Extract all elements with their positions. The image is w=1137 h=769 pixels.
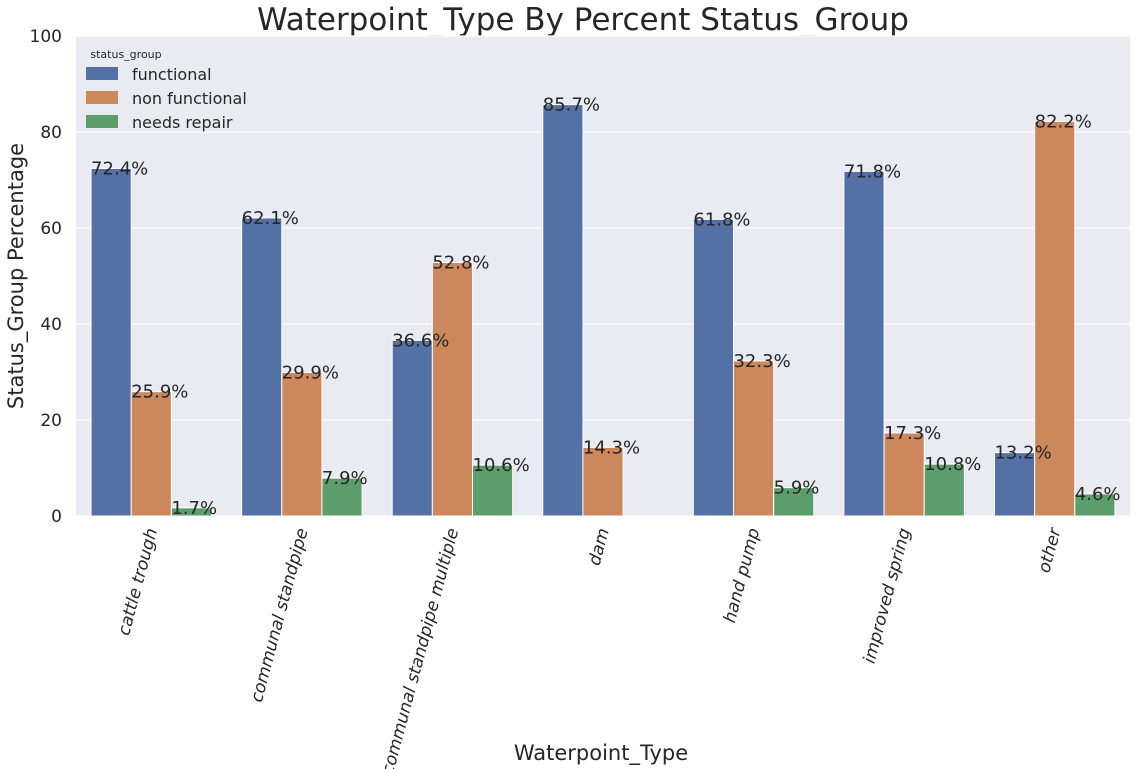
bar-value-label: 62.1% [242,208,299,229]
y-tick-label: 0 [51,507,62,527]
bar-labels: 72.4% 25.9% 1.7% 62.1% 29.9% 7.9% 36.6% 52.8% 10… [91,95,1120,519]
y-tick-label: 20 [40,411,62,431]
bar-value-label: 25.9% [131,382,188,403]
y-tick-label: 40 [40,315,62,335]
legend-swatch [86,67,118,80]
bar-non-functional [582,446,624,517]
bar-needs-repair [170,507,213,517]
chart-title: Waterpoint_Type By Percent Status_Group [257,2,909,38]
bar-value-label: 72.4% [91,158,148,179]
bar-needs-repair [1074,493,1116,517]
y-tick-label: 80 [40,123,62,143]
bar-value-label: 1.7% [171,498,217,519]
bar-non-functional [732,360,775,517]
bar-value-label: 82.2% [1035,111,1092,132]
legend-title: status_group [90,48,161,61]
bar-functional [391,339,433,517]
bar-value-label: 52.8% [432,253,489,274]
bar-value-label: 29.9% [282,362,339,383]
y-axis-ticks: 0 20 40 60 80 100 [30,27,62,527]
bar-functional [241,217,283,517]
x-tick-label: hand pump [720,526,764,625]
x-tick-label: improved spring [860,526,915,666]
bar-functional [542,104,584,517]
y-tick-label: 100 [30,27,62,47]
legend-swatch [86,115,118,128]
bar-value-label: 61.8% [693,209,750,230]
y-axis-label: Status_Group Percentage [4,143,29,409]
bar-value-label: 4.6% [1075,484,1121,505]
bar-non-functional [1034,120,1076,517]
y-tick-label: 60 [40,219,62,239]
x-tick-label: dam [585,526,614,568]
bar-value-label: 14.3% [583,437,640,458]
x-axis-label: Waterpoint_Type [514,741,688,766]
bar-needs-repair [321,477,363,517]
bar-value-label: 85.7% [543,95,600,116]
bar-non-functional [281,371,323,517]
bar-value-label: 5.9% [774,478,820,499]
bar-value-label: 7.9% [322,468,368,489]
legend-entry: functional [132,65,212,84]
bar-needs-repair [472,464,514,517]
bar-non-functional [130,391,172,517]
bars [90,104,1116,517]
bar-value-label: 32.3% [733,351,790,372]
x-tick-label: communal standpipe multiple [378,526,463,769]
bar-value-label: 71.8% [844,161,901,182]
legend-entry: non functional [132,89,247,108]
x-tick-label: other [1035,525,1066,575]
legend: status_group functional non functional nee… [86,48,247,132]
bar-value-label: 17.3% [884,423,941,444]
bar-value-label: 36.6% [392,330,449,351]
legend-swatch [86,91,118,104]
bar-functional [692,218,734,517]
bar-value-label: 10.8% [924,454,981,475]
bar-non-functional [883,432,925,517]
x-axis-ticks: cattle trough communal standpipe communal … [114,525,1065,769]
bar-functional [843,170,885,517]
bar-non-functional [431,262,474,517]
bar-needs-repair [773,487,815,517]
bar-needs-repair [923,463,965,517]
bar-functional [90,167,132,517]
x-tick-label: communal standpipe [247,526,313,704]
bar-value-label: 10.6% [473,455,530,476]
bar-value-label: 13.2% [994,443,1051,464]
x-tick-label: cattle trough [114,526,162,638]
legend-entry: needs repair [132,113,233,132]
